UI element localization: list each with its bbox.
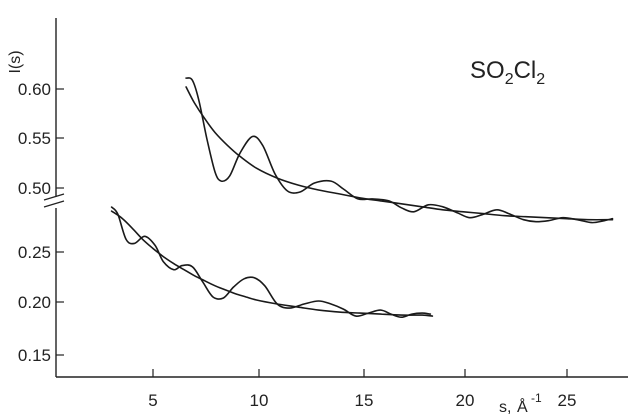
y-axis-label: I(s) (7, 50, 24, 73)
y-ticks-upper: 0.60 0.55 0.50 (18, 80, 64, 198)
x-axis-label-exp: -1 (531, 391, 542, 405)
y-tick-label: 0.50 (18, 179, 51, 198)
x-ticks: 5 10 15 20 25 (148, 369, 576, 410)
curves (110, 77, 614, 318)
series-line-upper-theoretical (185, 86, 614, 221)
y-tick-label: 0.60 (18, 80, 51, 99)
series-line-lower-theoretical (110, 210, 434, 317)
series-line-upper-experimental (185, 77, 614, 224)
axis-break-mark-upper (43, 193, 65, 201)
series-line-lower-experimental (110, 206, 432, 318)
x-tick-label: 10 (250, 391, 269, 410)
y-tick-label: 0.15 (18, 346, 51, 365)
y-ticks-lower: 0.25 0.20 0.15 (18, 243, 64, 365)
axis-break-mark-lower (43, 200, 65, 208)
x-tick-label: 15 (355, 391, 374, 410)
y-tick-label: 0.20 (18, 293, 51, 312)
x-tick-label: 5 (148, 391, 157, 410)
x-axis-label: s, Å -1 (499, 391, 542, 416)
x-axis-label-var: s, (499, 399, 511, 416)
title-subscript: 2 (536, 71, 545, 88)
x-axis-label-unit: Å (517, 397, 528, 416)
x-tick-label: 25 (558, 391, 577, 410)
x-tick-label: 20 (456, 391, 475, 410)
title-part: SO (470, 57, 505, 84)
y-tick-label: 0.55 (18, 129, 51, 148)
title-subscript: 2 (505, 71, 514, 88)
title-part: Cl (514, 57, 537, 84)
axis-frame (43, 18, 628, 378)
chart-title: SO2Cl2 (470, 57, 545, 88)
y-tick-label: 0.25 (18, 243, 51, 262)
